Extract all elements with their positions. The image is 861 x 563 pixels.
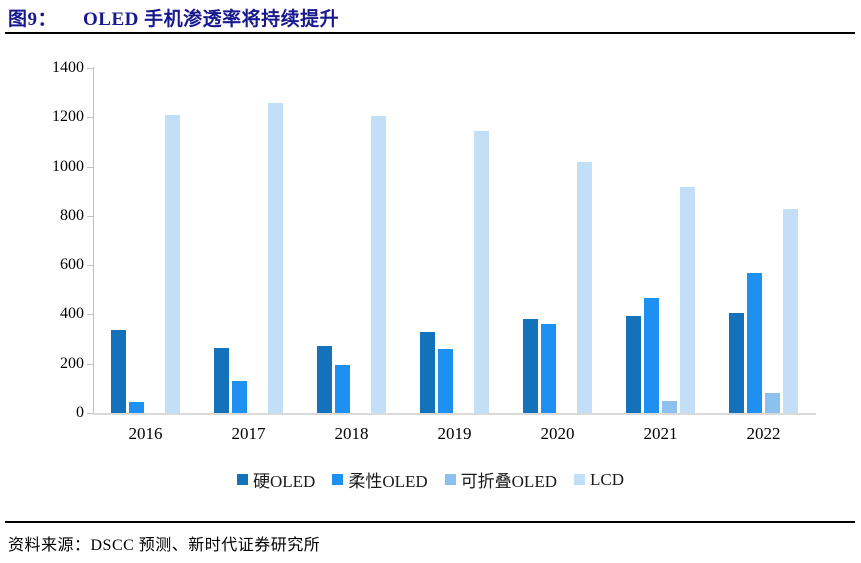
bar-LCD-2016 (165, 114, 180, 413)
legend-swatch-可折叠OLED (444, 474, 456, 485)
y-tick-mark-800 (87, 216, 93, 217)
bar-group-2019 (403, 68, 506, 413)
plot-area (94, 68, 815, 413)
bar-硬OLED-2017 (214, 347, 229, 413)
bar-LCD-2022 (783, 208, 798, 413)
bar-group-2016 (94, 68, 197, 413)
figure-title-row: 图9： OLED 手机渗透率将持续提升 (8, 4, 339, 31)
bar-硬OLED-2016 (111, 330, 126, 413)
bar-硬OLED-2018 (317, 346, 332, 413)
y-tick-mark-600 (87, 265, 93, 266)
source-divider (5, 521, 855, 523)
y-tick-mark-0 (87, 413, 93, 414)
bar-LCD-2017 (268, 103, 283, 413)
source-text: 资料来源：DSCC 预测、新时代证券研究所 (8, 537, 321, 554)
figure-title: OLED 手机渗透率将持续提升 (83, 9, 340, 30)
y-tick-mark-1400 (87, 68, 93, 69)
y-tick-label-600: 600 (60, 256, 84, 274)
bar-硬OLED-2020 (523, 319, 538, 413)
bar-硬OLED-2019 (420, 331, 435, 413)
y-tick-label-200: 200 (60, 354, 84, 372)
bar-group-2022 (712, 68, 815, 413)
y-tick-label-400: 400 (60, 305, 84, 323)
bar-柔性OLED-2020 (541, 324, 556, 413)
bar-硬OLED-2021 (626, 315, 641, 413)
bar-LCD-2020 (577, 162, 592, 413)
y-tick-label-1000: 1000 (52, 157, 84, 175)
x-tick-label-2022: 2022 (746, 424, 781, 443)
y-tick-label-1200: 1200 (52, 108, 84, 126)
legend-label-LCD: LCD (589, 469, 624, 489)
bar-group-2017 (197, 68, 300, 413)
y-axis-line (93, 67, 94, 414)
bar-group-2021 (609, 68, 712, 413)
y-tick-mark-200 (87, 364, 93, 365)
x-axis-line (93, 413, 816, 415)
bar-可折叠OLED-2022 (765, 393, 780, 413)
bar-柔性OLED-2021 (644, 298, 659, 413)
bar-LCD-2021 (680, 186, 695, 413)
legend-label-硬OLED: 硬OLED (253, 472, 316, 491)
x-tick-label-2018: 2018 (334, 424, 369, 443)
bar-可折叠OLED-2021 (662, 400, 677, 413)
x-axis-labels: 2016 2017 2018 2019 2020 2021 2022 (94, 424, 815, 444)
bar-柔性OLED-2017 (232, 380, 247, 413)
x-tick-label-2017: 2017 (231, 424, 266, 443)
legend: 硬OLED 柔性OLED 可折叠OLED LCD (0, 467, 861, 492)
x-tick-label-2020: 2020 (540, 424, 575, 443)
bar-LCD-2019 (474, 131, 489, 413)
legend-swatch-LCD (573, 474, 585, 485)
legend-label-柔性OLED: 柔性OLED (348, 472, 428, 491)
bar-柔性OLED-2016 (129, 401, 144, 413)
y-tick-label-0: 0 (76, 404, 84, 421)
legend-item-可折叠OLED: 可折叠OLED (444, 467, 557, 492)
legend-swatch-硬OLED (237, 474, 248, 485)
title-divider (5, 32, 855, 34)
y-tick-mark-400 (87, 314, 93, 315)
x-tick-label-2016: 2016 (128, 424, 163, 443)
bar-柔性OLED-2018 (335, 364, 350, 413)
x-tick-label-2019: 2019 (437, 424, 472, 443)
bar-柔性OLED-2019 (438, 348, 453, 413)
legend-item-LCD: LCD (573, 469, 624, 490)
legend-swatch-柔性OLED (332, 474, 344, 485)
legend-item-柔性OLED: 柔性OLED (332, 467, 428, 492)
y-tick-label-800: 800 (60, 206, 84, 224)
bar-LCD-2018 (371, 116, 386, 413)
bar-group-2020 (506, 68, 609, 413)
legend-label-可折叠OLED: 可折叠OLED (460, 472, 557, 491)
legend-item-硬OLED: 硬OLED (237, 467, 315, 492)
bar-group-2018 (300, 68, 403, 413)
x-tick-label-2021: 2021 (643, 424, 678, 443)
y-tick-mark-1200 (87, 117, 93, 118)
y-tick-mark-1000 (87, 167, 93, 168)
bar-柔性OLED-2022 (747, 272, 762, 413)
figure-number-label: 图9： (8, 9, 58, 30)
bar-硬OLED-2022 (729, 313, 744, 413)
y-tick-label-1400: 1400 (52, 59, 84, 76)
